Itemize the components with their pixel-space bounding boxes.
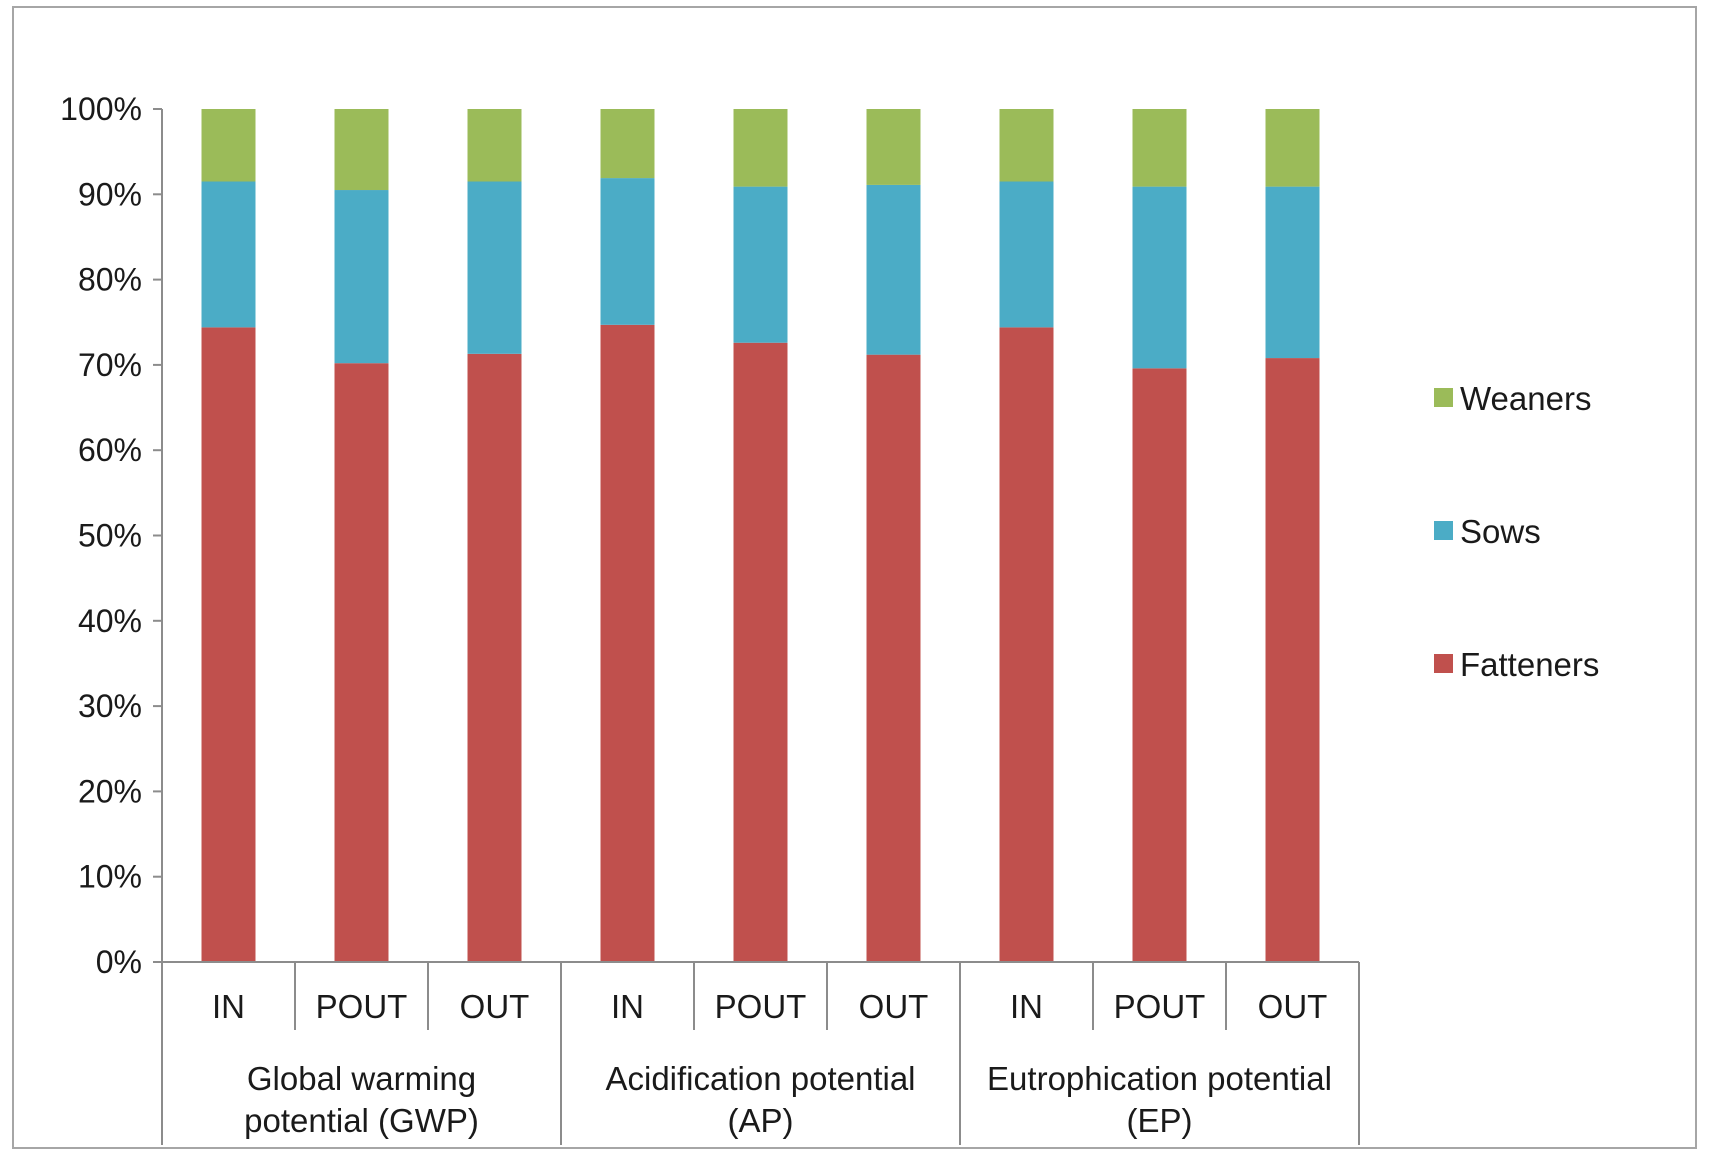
group-label-2: (AP) bbox=[728, 1102, 794, 1139]
bar-fatteners-5 bbox=[733, 342, 788, 962]
bar-fatteners-1 bbox=[201, 327, 256, 962]
y-tick-label: 50% bbox=[78, 518, 142, 554]
legend-swatch-sows bbox=[1434, 521, 1453, 540]
bar-sows-7 bbox=[999, 181, 1054, 328]
y-tick-label: 0% bbox=[96, 944, 142, 980]
y-tick-label: 30% bbox=[78, 688, 142, 724]
bar-weaners-7 bbox=[999, 109, 1054, 182]
x-category-label: OUT bbox=[859, 988, 929, 1025]
bar-weaners-4 bbox=[600, 109, 655, 179]
bar-sows-4 bbox=[600, 178, 655, 325]
bar-sows-5 bbox=[733, 186, 788, 343]
bar-weaners-8 bbox=[1132, 109, 1187, 187]
x-category-label: IN bbox=[212, 988, 245, 1025]
y-tick-label: 40% bbox=[78, 603, 142, 639]
y-tick-label: 90% bbox=[78, 176, 142, 212]
y-tick-label: 70% bbox=[78, 347, 142, 383]
bar-sows-3 bbox=[467, 181, 522, 354]
bar-weaners-1 bbox=[201, 109, 256, 182]
group-label-3: (EP) bbox=[1127, 1102, 1193, 1139]
y-tick-label: 80% bbox=[78, 262, 142, 298]
bar-fatteners-9 bbox=[1265, 358, 1320, 962]
legend-label-weaners: Weaners bbox=[1460, 380, 1591, 417]
x-category-label: POUT bbox=[1114, 988, 1206, 1025]
bar-fatteners-3 bbox=[467, 353, 522, 962]
chart-frame bbox=[12, 6, 1697, 1149]
group-label-3: Eutrophication potential bbox=[987, 1060, 1332, 1097]
x-category-label: POUT bbox=[316, 988, 408, 1025]
x-category-label: IN bbox=[1010, 988, 1043, 1025]
x-category-label: OUT bbox=[460, 988, 530, 1025]
bar-weaners-2 bbox=[334, 109, 389, 191]
group-label-1: potential (GWP) bbox=[244, 1102, 479, 1139]
legend-swatch-weaners bbox=[1434, 388, 1453, 407]
y-tick-label: 60% bbox=[78, 432, 142, 468]
bar-fatteners-8 bbox=[1132, 368, 1187, 962]
bar-fatteners-6 bbox=[866, 354, 921, 962]
bar-weaners-3 bbox=[467, 109, 522, 182]
group-label-2: Acidification potential bbox=[605, 1060, 915, 1097]
legend-swatch-fatteners bbox=[1434, 654, 1453, 673]
bar-sows-9 bbox=[1265, 186, 1320, 359]
bar-sows-1 bbox=[201, 181, 256, 328]
y-tick-label: 10% bbox=[78, 859, 142, 895]
bar-weaners-6 bbox=[866, 109, 921, 185]
bar-fatteners-7 bbox=[999, 327, 1054, 962]
x-category-label: POUT bbox=[715, 988, 807, 1025]
bar-weaners-5 bbox=[733, 109, 788, 187]
bar-weaners-9 bbox=[1265, 109, 1320, 187]
x-category-label: IN bbox=[611, 988, 644, 1025]
bar-sows-8 bbox=[1132, 186, 1187, 369]
legend-label-sows: Sows bbox=[1460, 513, 1541, 550]
bar-fatteners-2 bbox=[334, 363, 389, 963]
y-tick-label: 20% bbox=[78, 773, 142, 809]
legend-label-fatteners: Fatteners bbox=[1460, 646, 1599, 683]
x-category-label: OUT bbox=[1258, 988, 1328, 1025]
group-label-1: Global warming bbox=[247, 1060, 476, 1097]
bar-fatteners-4 bbox=[600, 324, 655, 963]
bar-sows-2 bbox=[334, 190, 389, 364]
bar-sows-6 bbox=[866, 184, 921, 355]
y-tick-label: 100% bbox=[60, 91, 142, 127]
